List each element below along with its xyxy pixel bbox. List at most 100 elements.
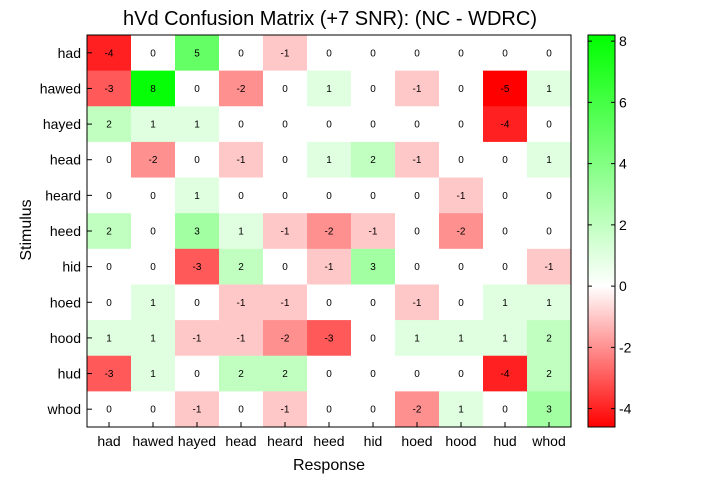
colorbar-tick-label: 4 bbox=[619, 156, 627, 172]
x-tick-label: hoed bbox=[401, 433, 432, 449]
colorbar-tick-label: -4 bbox=[619, 401, 632, 417]
x-tick-label: heard bbox=[267, 433, 303, 449]
heatmap-cell bbox=[87, 35, 132, 72]
x-tick-label: heed bbox=[313, 433, 344, 449]
cell-value-label: -1 bbox=[193, 405, 202, 416]
cell-value-label: 0 bbox=[370, 191, 376, 202]
heatmap-cell bbox=[175, 248, 220, 285]
cell-value-label: -1 bbox=[369, 227, 378, 238]
cell-value-label: -3 bbox=[105, 84, 114, 95]
heatmap-cell bbox=[307, 355, 352, 392]
heatmap-cell bbox=[351, 106, 396, 143]
cell-value-label: 1 bbox=[150, 298, 156, 309]
chart-title: hVd Confusion Matrix (+7 SNR): (NC - WDR… bbox=[123, 8, 537, 30]
y-tick-label: had bbox=[58, 45, 81, 61]
cell-value-label: 0 bbox=[106, 298, 112, 309]
cell-value-label: 0 bbox=[502, 262, 508, 273]
heatmap-cell bbox=[483, 106, 528, 143]
cell-value-label: 0 bbox=[370, 120, 376, 131]
cell-value-label: 0 bbox=[194, 298, 200, 309]
heatmap-cell bbox=[527, 391, 572, 428]
heatmap-cells bbox=[87, 35, 572, 428]
cell-value-label: -1 bbox=[413, 84, 422, 95]
heatmap-cell bbox=[307, 35, 352, 72]
y-tick-label: hud bbox=[58, 366, 81, 382]
heatmap-cell bbox=[131, 177, 176, 214]
colorbar-tick-label: -2 bbox=[619, 339, 632, 355]
heatmap-cell bbox=[307, 141, 352, 179]
cell-value-label: -1 bbox=[237, 155, 246, 166]
heatmap-cell bbox=[527, 106, 572, 143]
heatmap-cell bbox=[351, 248, 396, 285]
cell-value-label: 8 bbox=[150, 84, 156, 95]
cell-value-label: 0 bbox=[326, 120, 332, 131]
heatmap-cell bbox=[131, 213, 176, 250]
heatmap-cell-labels: -4 0 5 0 -1 0 0 0 0 0 0 -3 8 0 -2 0 1 0 -1 0 -5 1 2 1 1 0 0 0 0 0 0 -4 0… bbox=[105, 48, 554, 415]
cell-value-label: 1 bbox=[546, 298, 552, 309]
cell-value-label: 0 bbox=[370, 84, 376, 95]
cell-value-label: -1 bbox=[237, 333, 246, 344]
cell-value-label: 0 bbox=[414, 369, 420, 380]
cell-value-label: 0 bbox=[370, 405, 376, 416]
cell-value-label: 1 bbox=[150, 333, 156, 344]
heatmap-cell bbox=[263, 355, 308, 392]
cell-value-label: 0 bbox=[326, 191, 332, 202]
cell-value-label: 1 bbox=[546, 84, 552, 95]
cell-value-label: -4 bbox=[501, 120, 510, 131]
heatmap-cell bbox=[131, 284, 176, 321]
heatmap-cell bbox=[351, 284, 396, 321]
heatmap-cell bbox=[483, 177, 528, 214]
heatmap-cell bbox=[395, 213, 440, 250]
heatmap-cell bbox=[307, 106, 352, 143]
heatmap-cell bbox=[219, 141, 264, 179]
heatmap-cell bbox=[175, 70, 220, 107]
cell-value-label: 2 bbox=[282, 369, 288, 380]
heatmap-cell bbox=[439, 106, 484, 143]
cell-value-label: -3 bbox=[193, 262, 202, 273]
x-tick-label: whod bbox=[531, 433, 565, 449]
cell-value-label: 0 bbox=[502, 227, 508, 238]
cell-value-label: 0 bbox=[238, 120, 244, 131]
cell-value-label: 1 bbox=[458, 333, 464, 344]
heatmap-cell bbox=[439, 320, 484, 357]
cell-value-label: 0 bbox=[502, 191, 508, 202]
heatmap-cell bbox=[351, 177, 396, 214]
cell-value-label: 0 bbox=[282, 84, 288, 95]
heatmap-cell bbox=[263, 320, 308, 357]
cell-value-label: 1 bbox=[414, 333, 420, 344]
cell-value-label: 0 bbox=[238, 48, 244, 59]
heatmap-cell bbox=[175, 284, 220, 321]
colorbar-tick-label: 6 bbox=[619, 94, 627, 110]
heatmap-cell bbox=[87, 248, 132, 285]
heatmap-cell bbox=[219, 320, 264, 357]
y-tick-label: whod bbox=[47, 401, 81, 417]
y-tick-label: heard bbox=[45, 187, 81, 203]
heatmap-cell bbox=[527, 141, 572, 179]
cell-value-label: -1 bbox=[281, 48, 290, 59]
heatmap-cell bbox=[439, 141, 484, 179]
cell-value-label: 0 bbox=[546, 191, 552, 202]
heatmap-cell bbox=[87, 106, 132, 143]
cell-value-label: -1 bbox=[325, 262, 334, 273]
cell-value-label: -1 bbox=[281, 298, 290, 309]
heatmap-cell bbox=[351, 141, 396, 179]
y-tick-label: heed bbox=[50, 223, 81, 239]
cell-value-label: 0 bbox=[546, 48, 552, 59]
cell-value-label: 0 bbox=[458, 84, 464, 95]
cell-value-label: 1 bbox=[458, 405, 464, 416]
heatmap-cell bbox=[263, 35, 308, 72]
x-tick-label: hood bbox=[445, 433, 476, 449]
cell-value-label: 0 bbox=[106, 405, 112, 416]
cell-value-label: 0 bbox=[106, 262, 112, 273]
heatmap-cell bbox=[351, 213, 396, 250]
cell-value-label: 0 bbox=[282, 155, 288, 166]
cell-value-label: 0 bbox=[370, 48, 376, 59]
heatmap-cell bbox=[131, 106, 176, 143]
heatmap-cell bbox=[439, 35, 484, 72]
heatmap-cell bbox=[87, 284, 132, 321]
heatmap-cell bbox=[527, 355, 572, 392]
cell-value-label: 0 bbox=[150, 48, 156, 59]
cell-value-label: 0 bbox=[106, 191, 112, 202]
cell-value-label: -3 bbox=[325, 333, 334, 344]
cell-value-label: -1 bbox=[193, 333, 202, 344]
